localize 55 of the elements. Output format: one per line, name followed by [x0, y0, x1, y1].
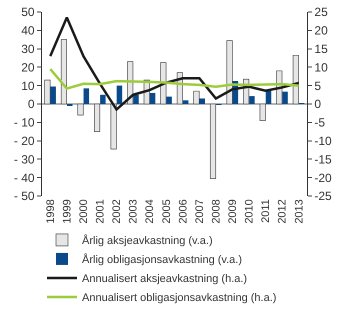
y2-tick-label: 15 [314, 42, 328, 56]
line-series [49, 16, 300, 111]
x-tick-label: 2005 [160, 199, 173, 224]
bar [150, 92, 156, 104]
x-tick-label: 2011 [260, 199, 272, 223]
x-tick-label: 2001 [94, 199, 107, 224]
y2-tick-label: 5 [314, 78, 322, 93]
bar [249, 96, 255, 104]
bar [116, 86, 122, 104]
y2-tick-label: 25 [314, 5, 328, 20]
y-tick-label: - 30 [14, 152, 35, 166]
bar [282, 92, 288, 104]
y-tick-label: - 50 [14, 189, 35, 204]
legend-label: Annualisert aksjeavkastning (h.a.) [82, 273, 248, 286]
line-series [49, 68, 300, 90]
x-tick-label: 2006 [177, 199, 190, 224]
y-tick-label: 50 [21, 5, 35, 20]
y2-tick-label: -5 [314, 116, 326, 130]
bar [199, 98, 205, 104]
x-tick-label: 2013 [293, 199, 306, 224]
bar [84, 88, 90, 104]
y2-tick-label: -15 [314, 152, 332, 166]
legend-label: Årlig obligasjonsavkastning (v.a.) [82, 253, 242, 266]
x-tick-label: 2009 [227, 199, 240, 224]
y2-tick-label: 10 [314, 60, 328, 74]
y-tick-label: - 40 [14, 170, 35, 185]
bar [166, 96, 172, 104]
x-tick-label: 2003 [128, 199, 140, 224]
y-tick-label: - 20 [14, 134, 35, 148]
x-tick-label: 2000 [78, 199, 90, 224]
x-tick-label: 2007 [194, 199, 206, 224]
y-tick-label: 10 [21, 78, 35, 93]
x-tick-label: 2012 [276, 199, 289, 224]
x-tick-label: 1999 [61, 199, 74, 224]
bar [100, 94, 106, 104]
legend-label: Årlig aksjeavkastning (v.a.) [82, 234, 213, 248]
y2-tick-label: 0 [314, 97, 322, 112]
bar [50, 86, 56, 104]
x-tick-label: 2008 [210, 199, 222, 224]
x-tick-label: 2010 [244, 199, 256, 224]
y2-tick-label: -10 [314, 134, 332, 148]
y-tick-label: 20 [21, 60, 35, 74]
x-tick-label: 2004 [144, 199, 156, 224]
y2-tick-label: -25 [314, 189, 332, 204]
y2-tick-label: 20 [314, 24, 328, 38]
y-tick-label: 30 [21, 42, 35, 56]
y-tick-label: - 10 [14, 116, 35, 130]
y-tick-label: 40 [21, 24, 35, 38]
y-tick-label: 0 [28, 97, 35, 112]
bar [182, 100, 188, 104]
y2-tick-label: -20 [314, 170, 332, 185]
bar [133, 94, 139, 104]
x-tick-label: 1998 [44, 199, 57, 224]
legend-label: Annualisert obligasjonsavkastning (h.a.) [82, 292, 276, 304]
x-tick-label: 2002 [111, 199, 124, 224]
